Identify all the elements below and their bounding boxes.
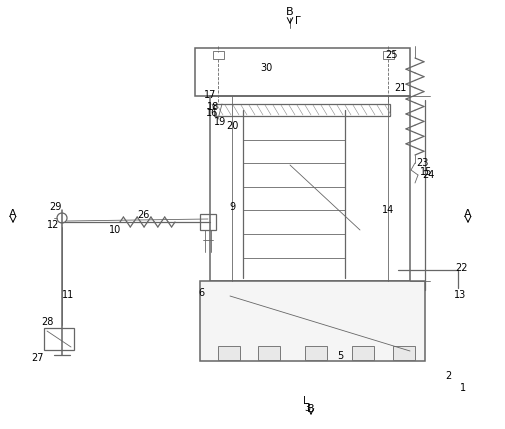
Text: 30: 30 xyxy=(260,63,272,73)
Text: 10: 10 xyxy=(109,225,121,235)
Text: 25: 25 xyxy=(386,50,398,60)
Text: L: L xyxy=(303,396,309,406)
Text: 23: 23 xyxy=(416,158,428,168)
Text: 2: 2 xyxy=(445,371,451,381)
Text: 17: 17 xyxy=(204,90,216,100)
Bar xyxy=(383,51,394,59)
Bar xyxy=(210,96,410,281)
Bar xyxy=(195,48,410,96)
Text: B: B xyxy=(286,7,294,17)
Text: A: A xyxy=(9,209,17,219)
Text: 19: 19 xyxy=(214,117,226,127)
Text: 1: 1 xyxy=(460,383,466,393)
Bar xyxy=(200,214,216,230)
Text: 5: 5 xyxy=(337,351,343,361)
Bar xyxy=(393,346,415,360)
Bar xyxy=(258,346,280,360)
Text: 27: 27 xyxy=(32,353,44,363)
Text: 6: 6 xyxy=(198,288,204,298)
Bar xyxy=(44,328,74,350)
Text: 14: 14 xyxy=(382,205,394,215)
Bar xyxy=(352,346,374,360)
Text: A: A xyxy=(464,209,472,219)
Text: 3: 3 xyxy=(304,403,310,413)
Text: Γ: Γ xyxy=(295,16,301,26)
Bar xyxy=(305,346,327,360)
Bar xyxy=(214,104,390,116)
Text: 11: 11 xyxy=(62,290,74,300)
Text: 16: 16 xyxy=(206,108,218,118)
Bar xyxy=(218,346,240,360)
Bar xyxy=(200,281,425,361)
Text: 26: 26 xyxy=(137,210,149,220)
Text: 21: 21 xyxy=(394,83,406,93)
Text: 18: 18 xyxy=(207,102,219,112)
Text: 13: 13 xyxy=(454,290,466,300)
Text: B: B xyxy=(307,404,315,414)
Text: 24: 24 xyxy=(422,170,434,180)
Text: 12: 12 xyxy=(47,220,59,230)
Text: 28: 28 xyxy=(41,317,53,327)
Bar xyxy=(213,51,224,59)
Text: 9: 9 xyxy=(229,202,235,212)
Text: 15: 15 xyxy=(420,167,432,177)
Text: 22: 22 xyxy=(456,263,468,273)
Text: 20: 20 xyxy=(226,121,238,131)
Text: 29: 29 xyxy=(49,202,61,212)
